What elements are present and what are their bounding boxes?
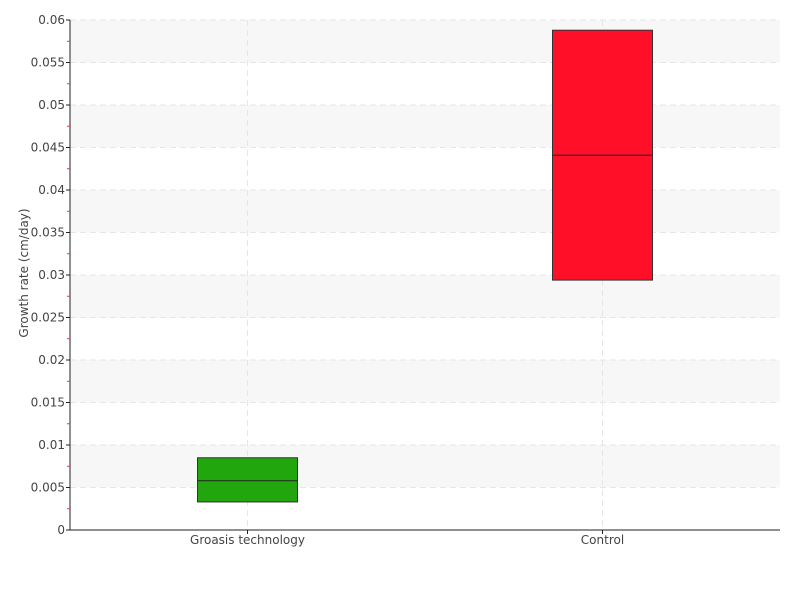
grid-band: [70, 445, 780, 488]
grid-band: [70, 190, 780, 233]
y-tick-label: 0.01: [38, 438, 65, 452]
box-1: [552, 29, 653, 281]
boxes: [197, 29, 653, 503]
y-tick-label: 0.05: [38, 98, 65, 112]
grid-band: [70, 275, 780, 318]
y-tick-label: 0.025: [31, 311, 65, 325]
y-tick-label: 0.005: [31, 481, 65, 495]
grid-band: [70, 105, 780, 148]
y-tick-label: 0.055: [31, 56, 65, 70]
axes: [66, 19, 780, 534]
y-tick-label: 0.04: [38, 183, 65, 197]
y-tick-label: 0.02: [38, 353, 65, 367]
y-tick-labels: 0 0.005 0.01 0.015 0.02 0.025 0.03 0.035 0.04 0.0…: [31, 13, 65, 537]
box-iqr: [197, 457, 298, 503]
x-tick-label: Control: [581, 533, 624, 547]
x-tick-labels: Groasis technology Control: [190, 533, 624, 547]
y-tick-label: 0.015: [31, 396, 65, 410]
grid-bands: [70, 20, 780, 488]
y-tick-label: 0.03: [38, 268, 65, 282]
x-tick-label: Groasis technology: [190, 533, 305, 547]
y-tick-label: 0.045: [31, 141, 65, 155]
y-tick-label: 0: [57, 523, 65, 537]
y-axis-label: Growth rate (cm/day): [17, 208, 31, 337]
grid-band: [70, 20, 780, 63]
grid-band: [70, 360, 780, 403]
gridlines: [70, 19, 780, 530]
y-tick-label: 0.06: [38, 13, 65, 27]
y-tick-label: 0.035: [31, 226, 65, 240]
box-0: [197, 457, 298, 503]
